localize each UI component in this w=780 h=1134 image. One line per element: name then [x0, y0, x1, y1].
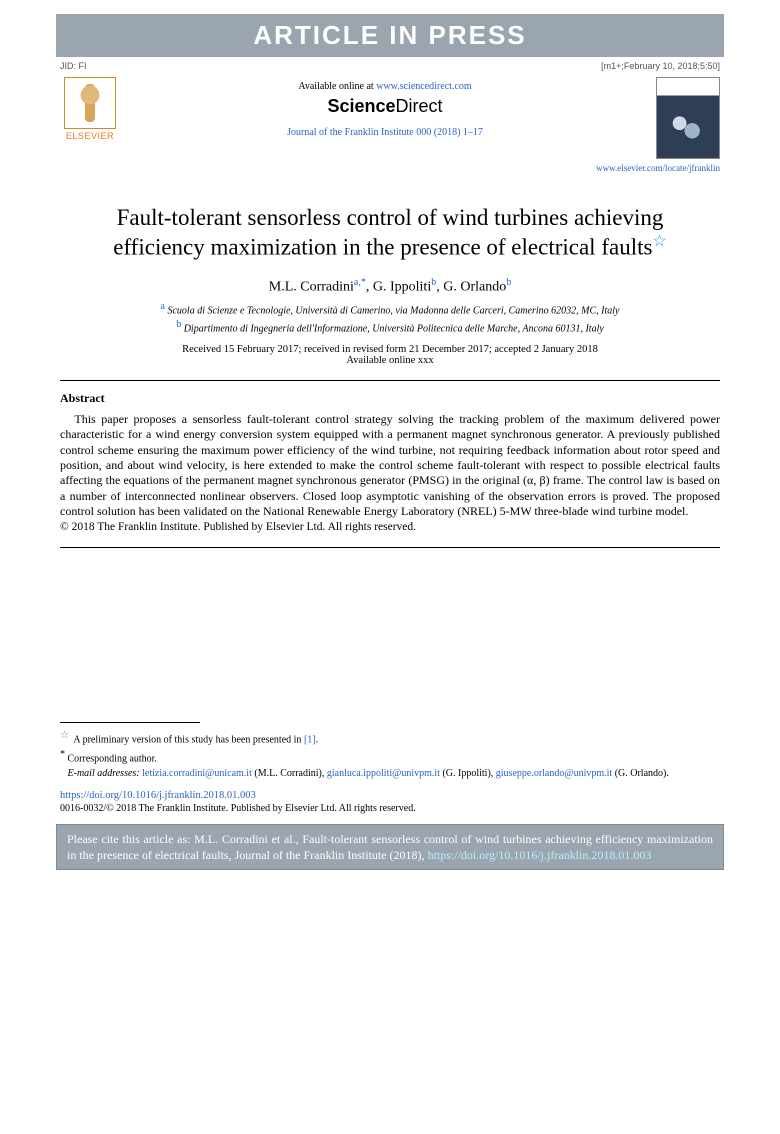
sciencedirect-logo: ScienceDirect: [327, 96, 442, 117]
rule-bottom: [60, 547, 720, 548]
author-1-sup: a,*: [354, 277, 366, 288]
email-label: E-mail addresses:: [68, 768, 140, 779]
jid-left: JID: FI: [60, 61, 87, 71]
author-3-sup: b: [506, 277, 511, 288]
author-1: M.L. Corradini: [269, 279, 354, 294]
email-3-link[interactable]: giuseppe.orlando@univpm.it: [496, 768, 612, 779]
email-2-link[interactable]: gianluca.ippoliti@univpm.it: [327, 768, 440, 779]
article-in-press-banner: ARTICLE IN PRESS: [56, 14, 724, 57]
doi-line: https://doi.org/10.1016/j.jfranklin.2018…: [60, 790, 720, 801]
footnote-emails: E-mail addresses: letizia.corradini@unic…: [60, 767, 720, 782]
affil-a-text: Scuola di Scienze e Tecnologie, Universi…: [167, 306, 619, 317]
footnote-star-period: .: [316, 735, 319, 746]
rights-line: 0016-0032/© 2018 The Franklin Institute.…: [60, 803, 720, 814]
footnote-star-text: A preliminary version of this study has …: [73, 735, 304, 746]
citation-doi-link[interactable]: https://doi.org/10.1016/j.jfranklin.2018…: [428, 848, 652, 862]
elsevier-logo-column: ELSEVIER: [60, 77, 120, 141]
elsevier-label: ELSEVIER: [66, 131, 114, 141]
journal-meta-row: JID: FI [m1+;February 10, 2018;5:50]: [60, 59, 720, 73]
sciencedirect-url-link[interactable]: www.sciencedirect.com: [376, 81, 471, 92]
citation-box: Please cite this article as: M.L. Corrad…: [56, 824, 724, 870]
elsevier-tree-icon: [64, 77, 116, 129]
affiliation-a: a Scuola di Scienze e Tecnologie, Univer…: [90, 301, 690, 316]
article-page: ARTICLE IN PRESS JID: FI [m1+;February 1…: [0, 0, 780, 884]
affiliation-b: b Dipartimento di Ingegneria dell'Inform…: [90, 319, 690, 334]
body-spacer: [60, 558, 720, 718]
available-online-line: Available online at www.sciencedirect.co…: [298, 81, 471, 92]
abstract-heading: Abstract: [60, 391, 720, 406]
title-text: Fault-tolerant sensorless control of win…: [113, 205, 663, 260]
jid-right: [m1+;February 10, 2018;5:50]: [601, 61, 720, 71]
author-2-sup: b: [431, 277, 436, 288]
abstract-text: This paper proposes a sensorless fault-t…: [60, 412, 720, 520]
journal-cover-icon: [656, 77, 720, 159]
dates-line: Received 15 February 2017; received in r…: [60, 344, 720, 355]
author-3: G. Orlando: [443, 279, 506, 294]
header-block: ELSEVIER Available online at www.science…: [60, 77, 720, 173]
corresponding-text: Corresponding author.: [68, 754, 157, 765]
email-1-name: (M.L. Corradini),: [254, 768, 324, 779]
available-xxx: Available online xxx: [60, 355, 720, 366]
authors-line: M.L. Corradinia,*, G. Ippolitib, G. Orla…: [60, 277, 720, 296]
footnote-rule: [60, 722, 200, 723]
journal-reference: Journal of the Franklin Institute 000 (2…: [287, 127, 483, 138]
rule-top: [60, 380, 720, 381]
author-2: G. Ippoliti: [373, 279, 431, 294]
article-title: Fault-tolerant sensorless control of win…: [80, 203, 700, 263]
abstract-block: This paper proposes a sensorless fault-t…: [60, 412, 720, 520]
email-3-name: (G. Orlando).: [615, 768, 669, 779]
footnote-corresponding: * Corresponding author.: [60, 748, 720, 767]
copyright-line: © 2018 The Franklin Institute. Published…: [60, 521, 720, 533]
cover-column: www.elsevier.com/locate/jfranklin: [650, 77, 720, 173]
affil-b-text: Dipartimento di Ingegneria dell'Informaz…: [184, 323, 604, 334]
email-2-name: (G. Ippoliti),: [442, 768, 493, 779]
email-1-link[interactable]: letizia.corradini@unicam.it: [142, 768, 252, 779]
footnote-star-icon: ☆: [60, 730, 69, 741]
footnote-star: ☆ A preliminary version of this study ha…: [60, 729, 720, 748]
doi-link[interactable]: https://doi.org/10.1016/j.jfranklin.2018…: [60, 790, 256, 801]
footnote-ref-link[interactable]: [1]: [304, 735, 316, 746]
locate-url-link[interactable]: www.elsevier.com/locate/jfranklin: [596, 163, 720, 173]
available-prefix: Available online at: [298, 81, 376, 92]
header-center: Available online at www.sciencedirect.co…: [128, 77, 642, 138]
footnotes-block: ☆ A preliminary version of this study ha…: [60, 729, 720, 781]
title-star-icon: ☆: [652, 233, 666, 250]
